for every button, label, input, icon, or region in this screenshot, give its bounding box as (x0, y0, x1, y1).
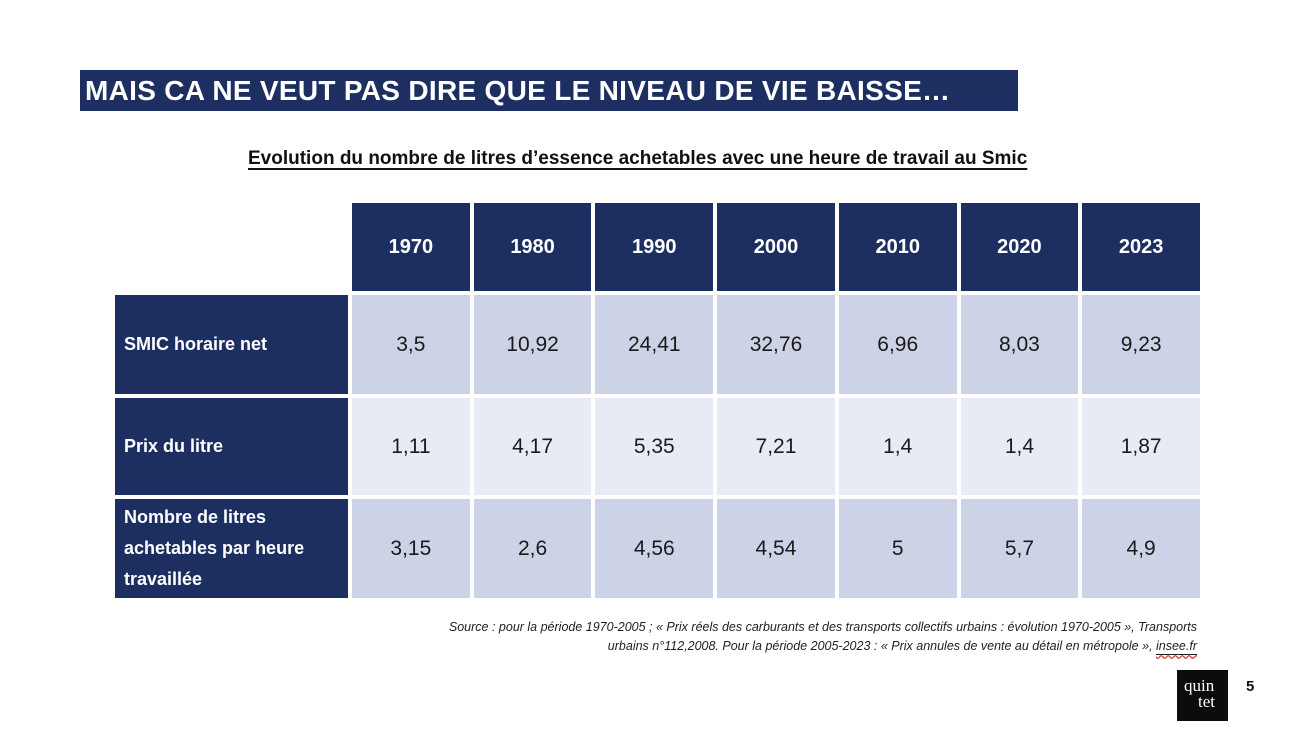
value-cell: 32,76 (717, 295, 835, 394)
value-cell: 1,87 (1082, 398, 1200, 495)
value-cell: 6,96 (838, 295, 957, 394)
source-line-2-text: urbains n°112,2008. Pour la période 2005… (607, 639, 1156, 653)
quintet-logo: quin tet (1177, 670, 1228, 721)
value-cell: 10,92 (473, 295, 592, 394)
value-cell: 9,23 (1082, 295, 1200, 394)
year-header: 1990 (595, 203, 714, 291)
year-header: 1980 (473, 203, 592, 291)
spellcheck-underline: insee.fr (1156, 639, 1197, 653)
table-corner-empty (115, 203, 348, 291)
year-header: 2000 (717, 203, 835, 291)
insee-link[interactable]: insee.fr (1156, 639, 1197, 653)
value-cell: 5,7 (960, 499, 1079, 598)
value-cell: 1,4 (838, 398, 957, 495)
table-title: Evolution du nombre de litres d’essence … (248, 148, 1028, 169)
page-number: 5 (1246, 678, 1255, 695)
logo-text-line2: tet (1198, 692, 1215, 711)
year-header: 1970 (352, 203, 470, 291)
value-cell: 7,21 (717, 398, 835, 495)
title-banner: MAIS CA NE VEUT PAS DIRE QUE LE NIVEAU D… (80, 70, 1018, 111)
year-header: 2020 (960, 203, 1079, 291)
value-cell: 5,35 (595, 398, 714, 495)
row-label-prix-litre: Prix du litre (115, 398, 348, 495)
value-cell: 4,56 (595, 499, 714, 598)
value-cell: 4,9 (1082, 499, 1200, 598)
logo-text-line1: quin (1184, 676, 1215, 695)
data-table: 1970 1980 1990 2000 2010 2020 2023 SMIC … (115, 203, 1200, 598)
year-header: 2010 (838, 203, 957, 291)
value-cell: 4,17 (473, 398, 592, 495)
value-cell: 24,41 (595, 295, 714, 394)
value-cell: 1,4 (960, 398, 1079, 495)
value-cell: 3,15 (352, 499, 470, 598)
value-cell: 5 (838, 499, 957, 598)
slide-title: MAIS CA NE VEUT PAS DIRE QUE LE NIVEAU D… (85, 74, 951, 106)
source-line-1: Source : pour la période 1970-2005 ; « P… (448, 620, 1197, 634)
value-cell: 4,54 (717, 499, 835, 598)
source-note: Source : pour la période 1970-2005 ; « P… (390, 618, 1197, 656)
row-label-smic: SMIC horaire net (115, 295, 348, 394)
year-header: 2023 (1082, 203, 1200, 291)
value-cell: 3,5 (352, 295, 470, 394)
value-cell: 1,11 (352, 398, 470, 495)
row-label-litres-par-heure: Nombre de litres achetables par heure tr… (115, 499, 348, 598)
source-line-2: urbains n°112,2008. Pour la période 2005… (390, 637, 1197, 656)
value-cell: 2,6 (473, 499, 592, 598)
value-cell: 8,03 (960, 295, 1079, 394)
